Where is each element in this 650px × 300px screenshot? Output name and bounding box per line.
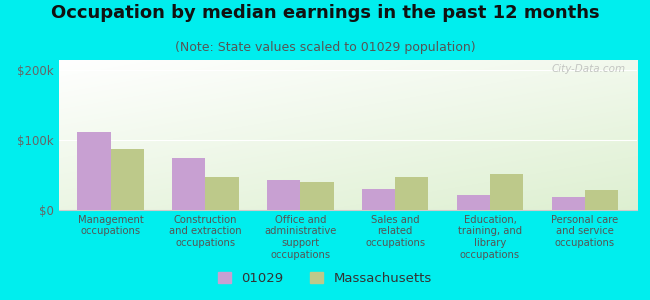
Bar <box>205 176 239 210</box>
Bar <box>362 189 395 210</box>
Bar <box>77 132 110 210</box>
Text: (Note: State values scaled to 01029 population): (Note: State values scaled to 01029 popu… <box>175 40 475 53</box>
Bar <box>490 174 523 210</box>
Bar <box>172 158 205 210</box>
Legend: 01029, Massachusetts: 01029, Massachusetts <box>213 267 437 290</box>
Bar <box>395 177 428 210</box>
Bar <box>552 197 585 210</box>
Bar <box>585 190 618 210</box>
Bar <box>300 182 333 210</box>
Bar <box>111 148 144 210</box>
Text: City-Data.com: City-Data.com <box>551 64 625 74</box>
Text: Occupation by median earnings in the past 12 months: Occupation by median earnings in the pas… <box>51 4 599 22</box>
Bar <box>457 195 490 210</box>
Bar <box>267 180 300 210</box>
